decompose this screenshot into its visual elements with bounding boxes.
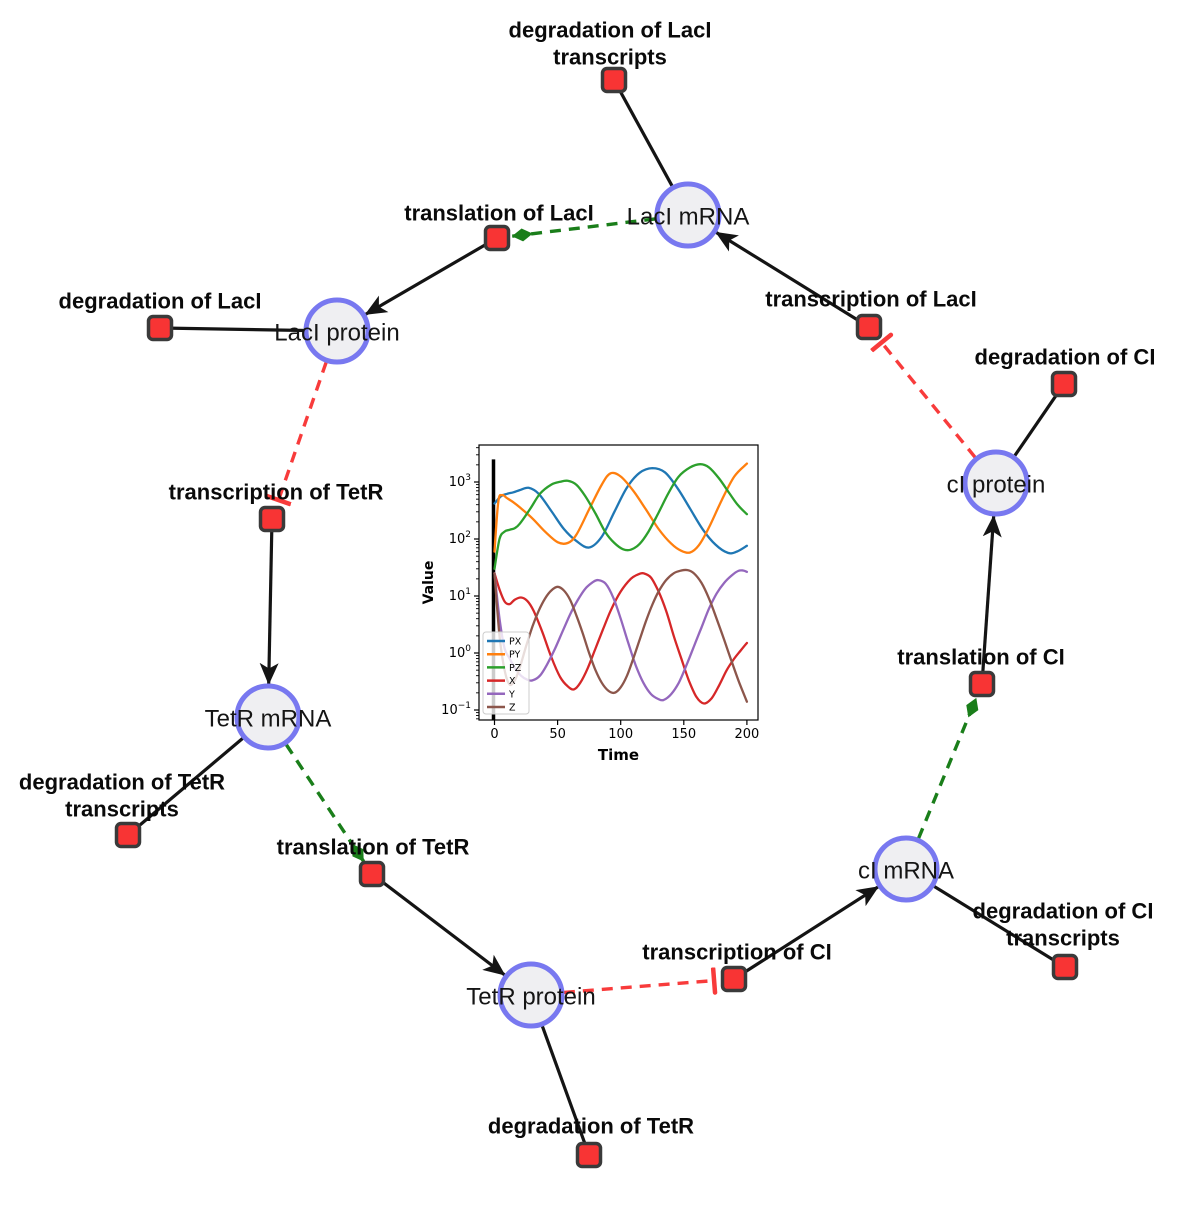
- species-node-laci-protein: [303, 297, 371, 365]
- reaction-label-deg-laci-tx-line2: transcripts: [553, 45, 667, 70]
- legend: PX PY PZ XYZ: [482, 631, 530, 715]
- reaction-label-deg-ci: degradation of CI: [975, 345, 1156, 370]
- labels-layer: LacI mRNA LacI protein cI protein TetR mRNA…: [19, 18, 1156, 1139]
- species-label-ci-protein: cI protein: [947, 472, 1046, 499]
- species-node-tetr-protein: [497, 961, 565, 1029]
- species-label-laci-mrna: LacI mRNA: [627, 204, 750, 231]
- legend-label-Z: Z: [509, 703, 516, 714]
- edge-reactant-tetr-protein-to-deg-tetr: [540, 1023, 591, 1155]
- reaction-label-tln-ci: translation of CI: [897, 645, 1064, 670]
- edge-product-tln-ci-to-ci-protein: [980, 514, 1002, 685]
- edge-modifier-tetr-mrna-to-tln-tetr: [284, 743, 366, 863]
- reaction-label-txn-laci: transcription of LacI: [765, 287, 976, 312]
- legend-label-PY: PY: [509, 650, 521, 661]
- reaction-label-deg-laci: degradation of LacI: [59, 289, 262, 314]
- legend-box: [482, 631, 530, 715]
- series-line-PZ: [493, 463, 749, 570]
- legend-label-PX: PX: [509, 637, 522, 648]
- edge-product-tln-tetr-to-tetr-protein: [371, 872, 506, 977]
- legend-label-Y: Y: [508, 689, 515, 700]
- reaction-node-deg-laci-tx: [600, 66, 628, 94]
- species-label-laci-protein: LacI protein: [274, 320, 399, 347]
- reaction-label-deg-tetr: degradation of TetR: [488, 1114, 694, 1139]
- reaction-node-deg-ci-tx: [1051, 953, 1079, 981]
- edge-inhibition-tetr-protein-to-txn-ci: [563, 981, 714, 993]
- nodes-layer: [114, 66, 1079, 1169]
- x-tick-label-100: 100: [608, 727, 633, 742]
- edge-inhibition-laci-protein-to-txn-tetr: [279, 361, 328, 500]
- reaction-label-deg-tetr-tx-line1: degradation of TetR: [19, 770, 225, 795]
- reaction-node-txn-tetr: [258, 505, 286, 533]
- species-label-tetr-mrna: TetR mRNA: [205, 706, 332, 733]
- reaction-node-tln-tetr: [358, 860, 386, 888]
- reaction-node-txn-laci: [855, 313, 883, 341]
- species-node-ci-mrna: [872, 835, 940, 903]
- legend-label-PZ: PZ: [509, 663, 522, 674]
- x-tick-label-150: 150: [671, 727, 696, 742]
- edge-reactant-tetr-mrna-to-deg-tetr-tx: [127, 735, 246, 836]
- reaction-label-txn-tetr: transcription of TetR: [169, 480, 384, 505]
- edge-reactant-laci-mrna-to-deg-laci-tx: [613, 80, 675, 189]
- edge-product-tln-laci-to-laci-protein: [364, 236, 498, 316]
- y-tick-label-10e2: 102: [449, 530, 471, 547]
- edge-modifier-ci-mrna-to-tln-ci: [916, 697, 979, 840]
- y-tick-label-10e3: 103: [449, 473, 471, 490]
- reaction-node-deg-tetr: [575, 1141, 603, 1169]
- edge-product-txn-laci-to-laci-mrna: [715, 231, 870, 329]
- reaction-node-deg-tetr-tx: [114, 821, 142, 849]
- species-label-tetr-protein: TetR protein: [466, 984, 595, 1011]
- y-tick-label-10e0: 100: [449, 644, 472, 661]
- x-axis-label: Time: [598, 746, 639, 764]
- axes-spines: [478, 444, 759, 721]
- series-line-PY: [493, 462, 749, 554]
- x-tick-label-0: 0: [490, 727, 498, 742]
- series-line-PX: [493, 466, 749, 555]
- species-node-tetr-mrna: [234, 683, 302, 751]
- edge-product-txn-tetr-to-tetr-mrna: [259, 518, 279, 685]
- y-axis-label: Value: [421, 561, 437, 605]
- edge-product-txn-ci-to-ci-mrna: [733, 885, 880, 981]
- edge-inhibition-ci-protein-to-txn-laci: [882, 343, 977, 459]
- x-tick-label-50: 50: [549, 727, 566, 742]
- legend-label-X: X: [509, 676, 516, 687]
- y-tick-label-10e1: 101: [449, 587, 471, 604]
- reaction-label-deg-ci-tx-line2: transcripts: [1006, 926, 1120, 951]
- reaction-node-tln-laci: [483, 224, 511, 252]
- reaction-node-tln-ci: [968, 670, 996, 698]
- reaction-label-tln-tetr: translation of TetR: [277, 835, 470, 860]
- reaction-node-txn-ci: [720, 965, 748, 993]
- species-label-ci-mrna: cI mRNA: [858, 858, 954, 885]
- reaction-label-txn-ci: transcription of CI: [642, 940, 831, 965]
- time-series-inset-plot: 0 50 100 150 20010−1100101102103TimeValuePXP…: [421, 444, 759, 764]
- species-node-ci-protein: [962, 449, 1030, 517]
- edge-reactant-laci-protein-to-deg-laci: [160, 326, 307, 333]
- edges-layer: [127, 80, 1065, 1155]
- reaction-node-deg-ci: [1050, 370, 1078, 398]
- species-node-laci-mrna: [654, 181, 722, 249]
- reaction-label-deg-ci-tx-line1: degradation of CI: [973, 899, 1154, 924]
- y-tick-label-10e-1: 10−1: [441, 701, 471, 718]
- x-tick-label-200: 200: [734, 727, 759, 742]
- reaction-label-tln-laci: translation of LacI: [404, 201, 593, 226]
- reaction-label-deg-laci-tx-line1: degradation of LacI: [509, 18, 712, 43]
- reaction-label-deg-tetr-tx-line2: transcripts: [65, 797, 179, 822]
- edge-reactant-ci-mrna-to-deg-ci-tx: [931, 883, 1065, 968]
- reaction-node-deg-laci: [146, 314, 174, 342]
- edge-modifier-laci-mrna-to-tln-laci: [511, 217, 656, 242]
